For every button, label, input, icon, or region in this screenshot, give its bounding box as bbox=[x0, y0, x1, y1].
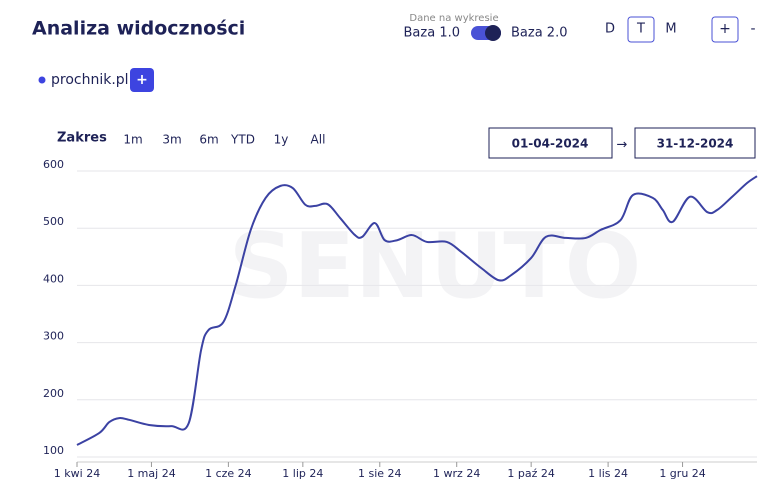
range-label: Zakres bbox=[57, 131, 107, 146]
range-button[interactable]: 3m bbox=[162, 133, 181, 147]
x-tick-label: 1 paź 24 bbox=[507, 467, 555, 480]
y-tick-label: 400 bbox=[43, 272, 64, 285]
y-tick-label: 500 bbox=[43, 215, 64, 228]
range-button[interactable]: 1m bbox=[123, 133, 142, 147]
granularity-active bbox=[627, 16, 655, 43]
base-label[interactable]: Baza 2.0 bbox=[511, 26, 567, 41]
y-tick-label: 200 bbox=[43, 387, 64, 400]
title: Analiza widoczności bbox=[32, 18, 245, 40]
add-button[interactable] bbox=[130, 68, 154, 92]
watermark: SENUTO bbox=[229, 214, 642, 319]
granularity-button[interactable]: T bbox=[636, 22, 645, 37]
add-button-label: + bbox=[136, 72, 148, 88]
y-tick-label: 300 bbox=[43, 330, 64, 343]
legend-entry: prochnik.pl bbox=[51, 72, 129, 88]
granularity-button[interactable]: D bbox=[605, 22, 615, 37]
range-button[interactable]: 1y bbox=[274, 133, 289, 147]
x-tick-label: 1 lis 24 bbox=[588, 467, 628, 480]
granularity-button[interactable]: M bbox=[665, 22, 676, 37]
date-from: 01-04-2024 bbox=[512, 137, 589, 151]
date-input[interactable] bbox=[488, 127, 613, 159]
date-to: 31-12-2024 bbox=[657, 137, 734, 151]
x-tick-label: 1 sie 24 bbox=[358, 467, 402, 480]
toggle-knob bbox=[485, 25, 501, 41]
x-tick-label: 1 maj 24 bbox=[127, 467, 176, 480]
zoom-out[interactable]: - bbox=[750, 21, 755, 37]
range-buttons: 1m 3m 6m YTD 1y All bbox=[123, 133, 325, 147]
range-button[interactable]: YTD bbox=[230, 133, 255, 147]
x-tick-label: 1 lip 24 bbox=[282, 467, 323, 480]
legend-dot bbox=[38, 76, 46, 84]
x-tick-label: 1 cze 24 bbox=[205, 467, 252, 480]
zoom-in-box bbox=[711, 16, 739, 43]
data-caption: Dane na wykresie bbox=[409, 13, 498, 24]
zoom-in[interactable]: + bbox=[719, 21, 731, 37]
x-tick-label: 1 wrz 24 bbox=[433, 467, 480, 480]
x-tick-label: 1 gru 24 bbox=[659, 467, 705, 480]
x-tick-label: 1 kwi 24 bbox=[54, 467, 100, 480]
y-tick-label: 100 bbox=[43, 444, 64, 457]
date-input[interactable] bbox=[634, 127, 756, 159]
line-series bbox=[76, 175, 758, 446]
range-arrow: → bbox=[617, 138, 628, 153]
base-label[interactable]: Baza 1.0 bbox=[404, 26, 460, 41]
y-tick-label: 600 bbox=[43, 158, 64, 171]
range-button[interactable]: 6m bbox=[199, 133, 218, 147]
range-button[interactable]: All bbox=[311, 133, 326, 147]
